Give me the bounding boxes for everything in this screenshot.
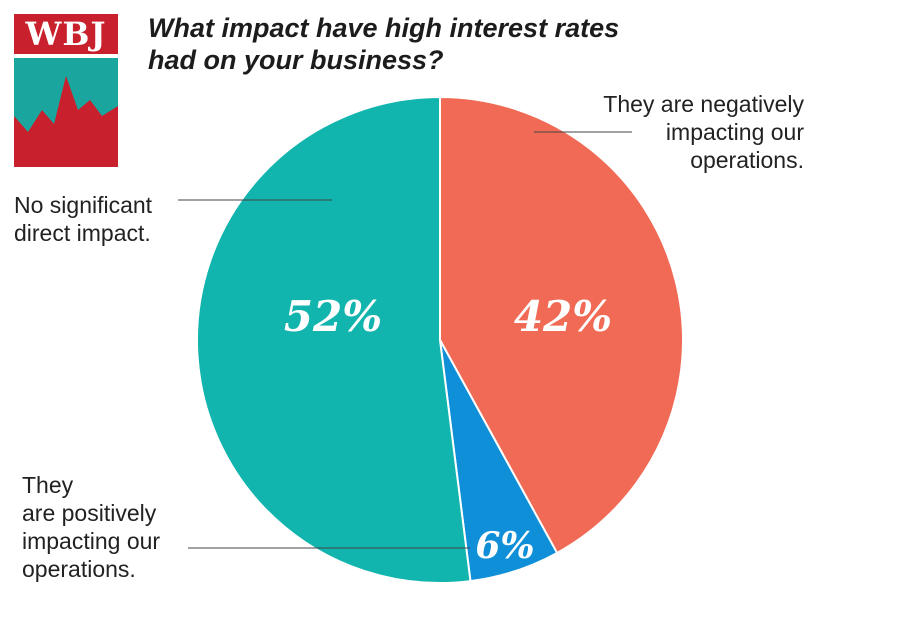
label-no-impact-line-1: No significant xyxy=(14,192,153,218)
logo-chart-icon xyxy=(14,76,118,167)
logo-text: WBJ xyxy=(25,15,107,53)
label-no-impact-line-2: direct impact. xyxy=(14,220,151,246)
logo-graphic xyxy=(14,14,118,167)
label-no-impact: No significant direct impact. xyxy=(14,191,214,247)
label-positive: They are positively impacting our operat… xyxy=(22,471,202,583)
pct-label-none: 52% xyxy=(284,292,382,341)
label-negative: They are negatively impacting our operat… xyxy=(504,90,804,174)
label-positive-line-1: They xyxy=(22,472,74,498)
label-negative-line-1: They are negatively xyxy=(603,91,804,117)
title-line-2: had on your business? xyxy=(148,45,444,75)
label-positive-line-2: are positively xyxy=(22,500,157,526)
slice-no-impact xyxy=(195,95,472,584)
pct-label-positive: 6% xyxy=(475,525,534,567)
label-positive-line-3: impacting our xyxy=(22,528,161,554)
pct-label-negative: 42% xyxy=(514,292,612,341)
label-negative-line-2: impacting our xyxy=(665,119,804,145)
label-negative-line-3: operations. xyxy=(690,147,804,173)
title-line-1: What impact have high interest rates xyxy=(148,13,620,43)
slice-negative xyxy=(439,95,684,555)
wbj-logo: WBJ xyxy=(14,14,118,167)
label-positive-line-4: operations. xyxy=(22,556,136,582)
logo-header-block xyxy=(14,14,118,54)
chart-title: What impact have high interest rates had… xyxy=(148,12,708,76)
